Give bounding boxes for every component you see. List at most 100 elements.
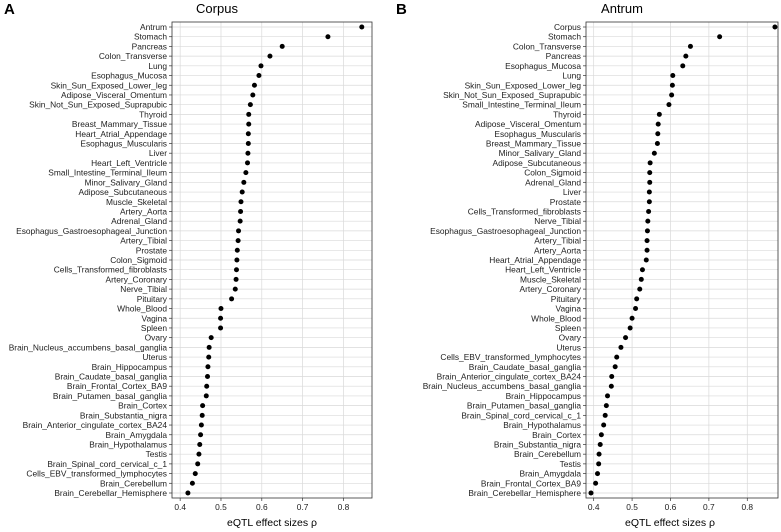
y-tick-label: Adipose_Visceral_Omentum [61, 90, 167, 100]
data-point [218, 325, 224, 331]
y-tick-label: Thyroid [139, 109, 167, 119]
x-tick-label: 0.4 [588, 502, 600, 512]
y-tick-label: Adrenal_Gland [525, 177, 581, 187]
x-tick-label: 0.5 [215, 502, 227, 512]
y-tick-label: Esophagus_Mucosa [91, 71, 167, 81]
y-tick-label: Brain_Hypothalamus [503, 420, 581, 430]
data-point [208, 335, 214, 341]
y-tick-label: Artery_Tibial [534, 236, 581, 246]
data-point [644, 247, 650, 253]
y-tick-label: Pituitary [137, 294, 168, 304]
y-tick-label: Adipose_Subcutaneous [493, 158, 581, 168]
data-point [245, 160, 251, 166]
panel-a: A Corpus AntrumStomachPancreasColon_Tran… [4, 1, 373, 529]
data-point [241, 179, 247, 185]
y-tick-label: Esophagus_Mucosa [505, 61, 581, 71]
data-point [595, 471, 601, 477]
data-point [598, 432, 604, 438]
data-point [646, 208, 652, 214]
panel-b-title: Antrum [601, 1, 643, 16]
data-point [203, 393, 209, 399]
data-point [634, 296, 640, 302]
data-point [647, 160, 653, 166]
y-tick-label: Brain_Spinal_cord_cervical_c_1 [461, 410, 581, 420]
data-point [246, 121, 252, 127]
y-tick-label: Brain_Amygdala [520, 469, 582, 479]
data-point [234, 247, 240, 253]
y-tick-label: Skin_Sun_Exposed_Lower_leg [465, 80, 582, 90]
y-tick-label: Brain_Putamen_basal_ganglia [53, 391, 167, 401]
data-point [601, 422, 607, 428]
data-point [189, 480, 195, 486]
data-point [198, 422, 204, 428]
y-tick-label: Cells_EBV_transformed_lymphocytes [440, 352, 581, 362]
y-tick-label: Thyroid [553, 109, 581, 119]
y-tick-label: Brain_Caudate_basal_ganglia [469, 362, 582, 372]
y-tick-label: Stomach [134, 32, 167, 42]
y-tick-label: Corpus [554, 22, 581, 32]
data-point [623, 335, 629, 341]
data-point [629, 315, 635, 321]
data-point [588, 490, 594, 496]
data-point [206, 344, 212, 350]
y-tick-label: Pituitary [551, 294, 582, 304]
y-tick-label: Pancreas [546, 51, 581, 61]
x-tick-label: 0.4 [174, 502, 186, 512]
x-tick-label: 0.8 [741, 502, 753, 512]
y-tick-label: Artery_Tibial [120, 236, 167, 246]
y-tick-label: Vagina [142, 313, 168, 323]
data-point [229, 296, 235, 302]
data-point [251, 82, 257, 88]
data-point [669, 92, 675, 98]
data-point [669, 82, 675, 88]
y-tick-label: Esophagus_Muscularis [80, 139, 167, 149]
y-tick-label: Liver [149, 148, 167, 158]
x-axis-title: eQTL effect sizes ρ [625, 517, 715, 529]
data-point [637, 286, 643, 292]
data-point [245, 131, 251, 137]
data-point [612, 364, 618, 370]
panel-b: B Antrum CorpusStomachColon_TransversePa… [396, 1, 779, 529]
panel-a-letter: A [4, 1, 15, 18]
y-tick-label: Nerve_Tibial [120, 284, 167, 294]
y-tick-label: Brain_Substantia_nigra [80, 410, 167, 420]
data-point [609, 374, 615, 379]
y-tick-label: Stomach [548, 32, 581, 42]
data-point [605, 393, 611, 399]
data-point [593, 480, 599, 486]
panel-b-letter: B [396, 1, 407, 18]
y-tick-label: Liver [563, 187, 581, 197]
data-point [234, 257, 240, 263]
data-point [680, 63, 686, 69]
data-point [644, 228, 650, 234]
y-tick-label: Minor_Salivary_Gland [499, 148, 582, 158]
data-point [627, 325, 633, 331]
data-point [646, 189, 652, 195]
y-tick-label: Heart_Atrial_Appendage [75, 129, 167, 139]
y-tick-label: Lung [148, 61, 167, 71]
data-point [245, 141, 251, 146]
data-point [608, 383, 614, 389]
data-point [256, 73, 262, 79]
data-point [247, 102, 253, 108]
y-tick-label: Brain_Cerebellum [514, 449, 581, 459]
data-point [359, 24, 365, 30]
y-tick-label: Brain_Cerebellar_Hemisphere [54, 488, 167, 498]
data-point [654, 141, 660, 146]
y-tick-label: Muscle_Skeletal [106, 197, 167, 207]
y-tick-label: Small_Intestine_Terminal_Ileum [462, 100, 581, 110]
data-point [596, 461, 602, 467]
data-point [717, 34, 723, 40]
data-point [185, 490, 191, 496]
y-tick-label: Brain_Spinal_cord_cervical_c_1 [47, 459, 167, 469]
data-point [218, 306, 224, 312]
data-point [597, 441, 603, 447]
y-tick-label: Brain_Hippocampus [506, 391, 581, 401]
data-point [772, 24, 778, 30]
y-tick-label: Spleen [141, 323, 167, 333]
y-tick-label: Testis [146, 449, 167, 459]
data-point [238, 199, 244, 205]
y-tick-label: Brain_Anterior_cingulate_cortex_BA24 [23, 420, 168, 430]
grid-lines [586, 22, 778, 498]
